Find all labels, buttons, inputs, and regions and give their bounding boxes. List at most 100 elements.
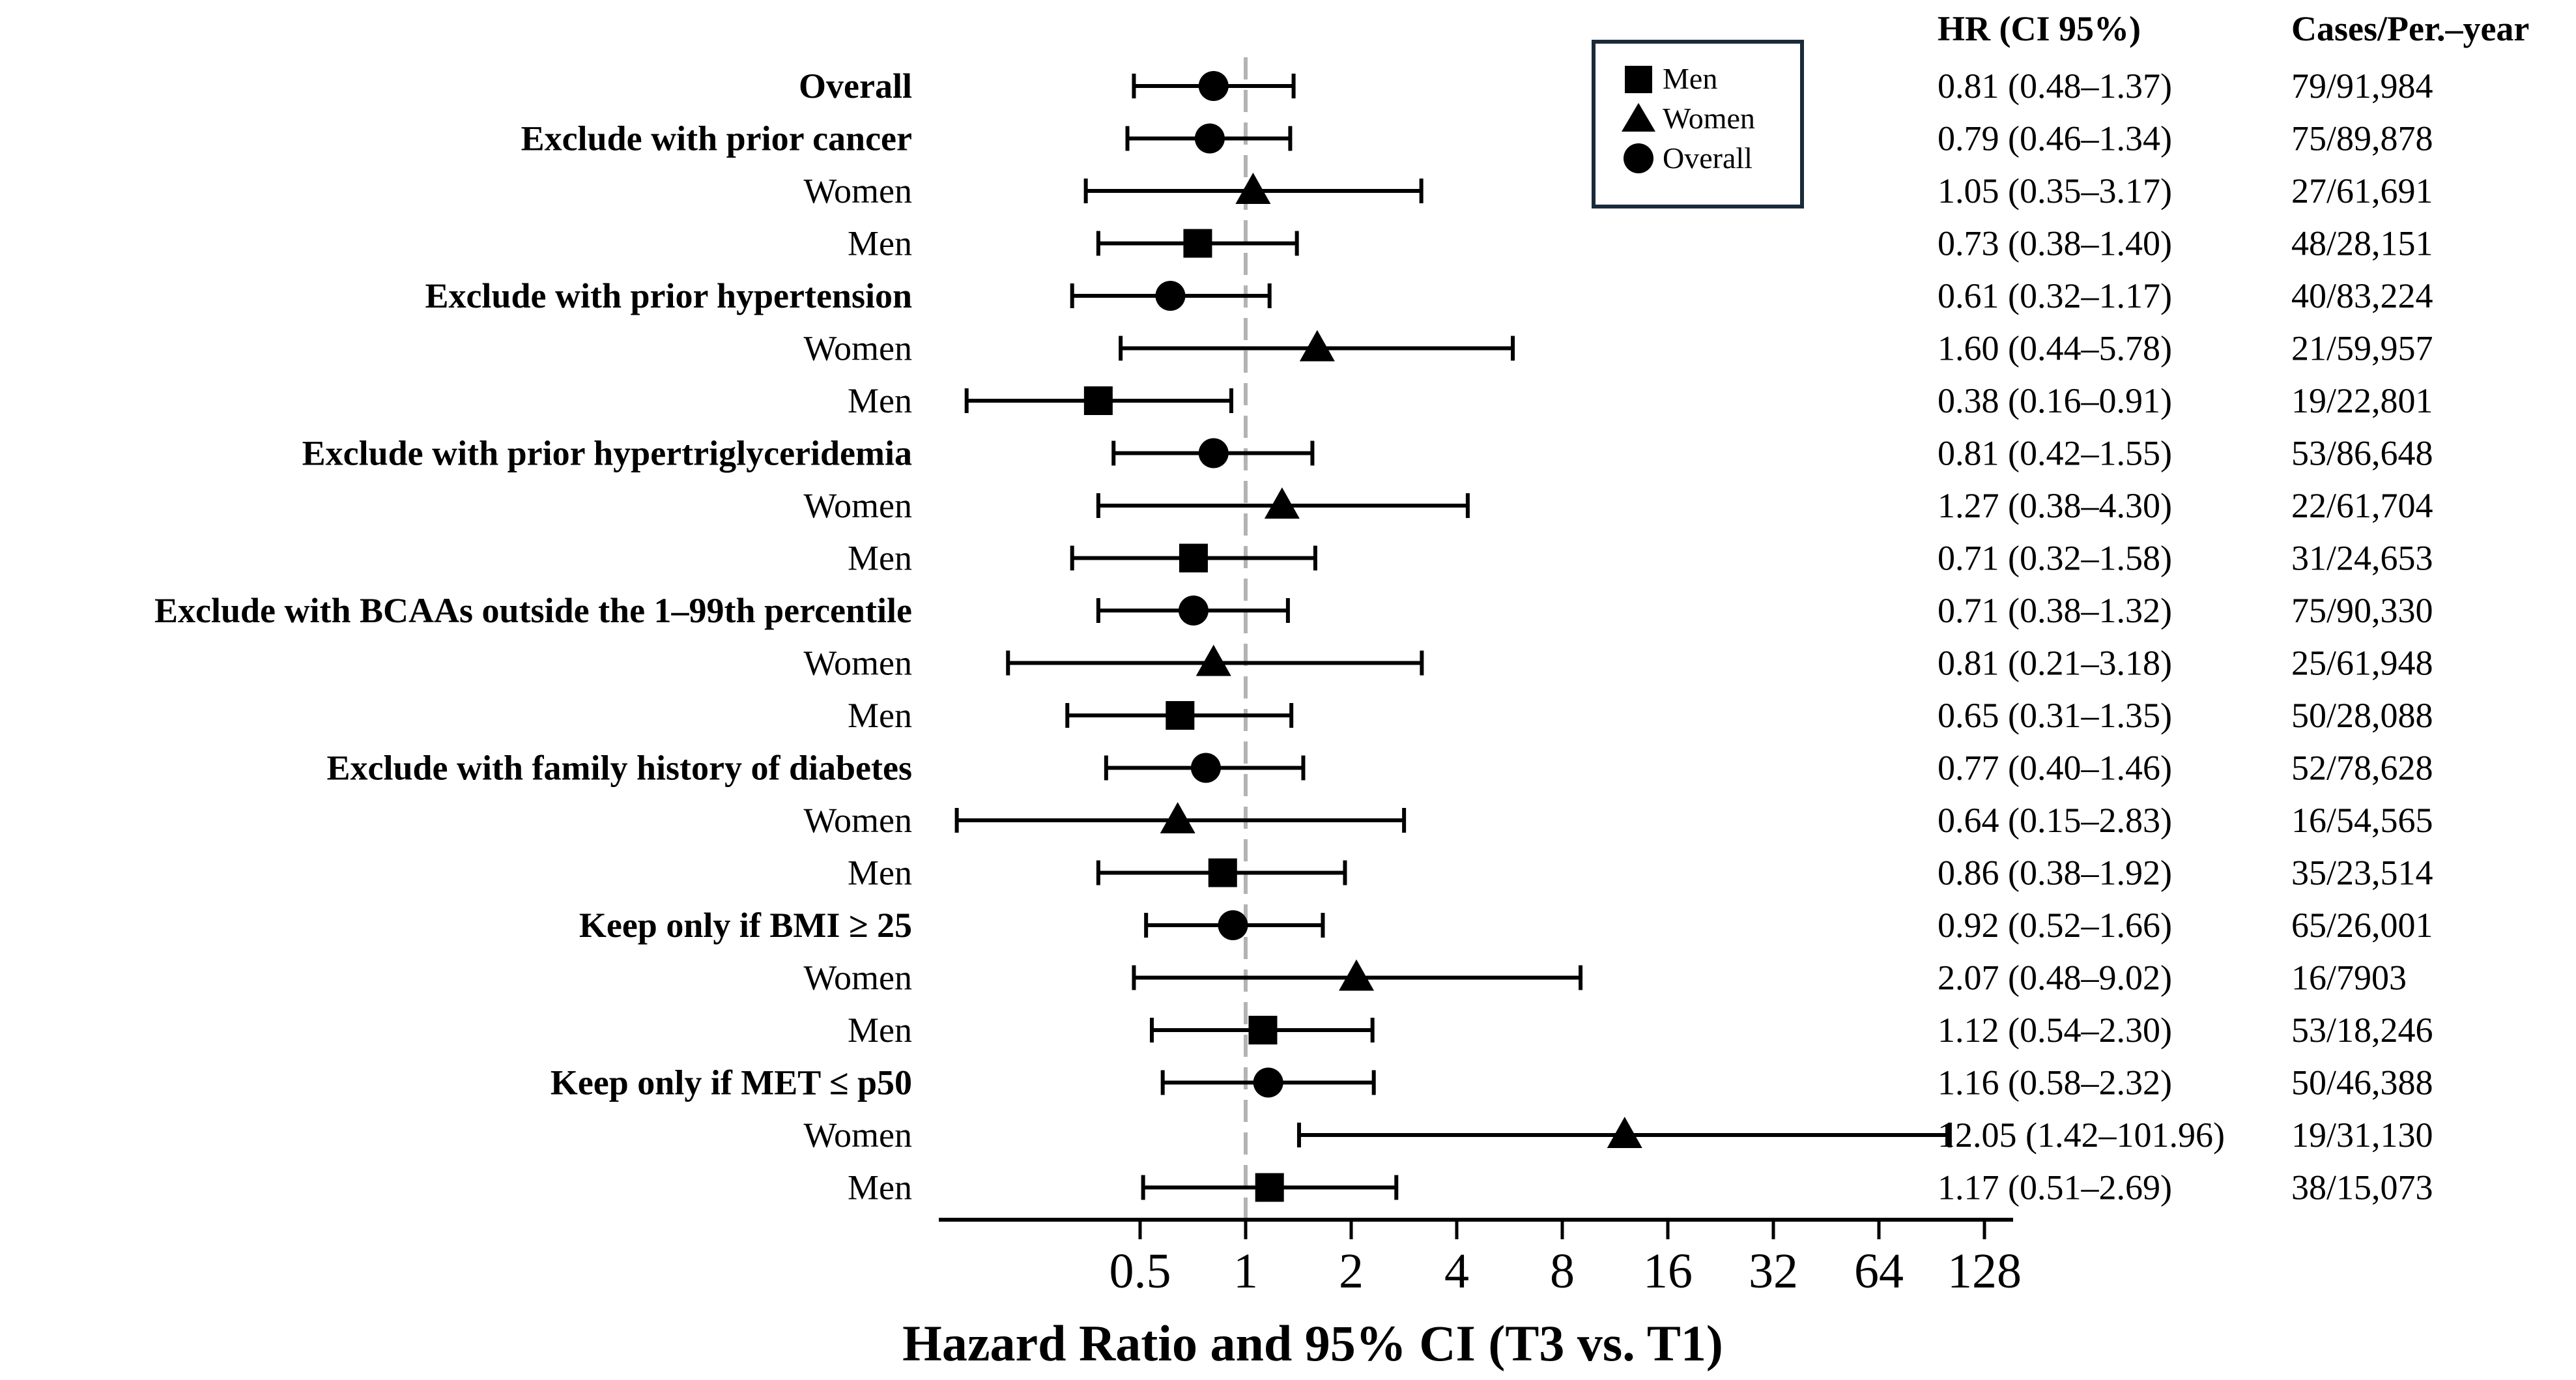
x-tick-label: 1: [1233, 1244, 1258, 1299]
hr-marker-circle: [1253, 1067, 1283, 1098]
row-label: Men: [848, 539, 912, 578]
cases-value: 75/90,330: [2291, 591, 2433, 630]
hr-marker-circle: [1178, 596, 1209, 625]
hr-ci-value: 0.79 (0.46–1.34): [1938, 119, 2172, 158]
cases-value: 22/61,704: [2291, 486, 2433, 525]
forest-row: Women 1.27 (0.38–4.30) 22/61,704: [803, 486, 2433, 525]
cases-value: 48/28,151: [2291, 224, 2433, 263]
x-tick-label: 64: [1854, 1244, 1904, 1299]
x-tick-label: 32: [1749, 1244, 1798, 1299]
forest-rows: Overall 0.81 (0.48–1.37) 79/91,984 Exclude …: [154, 66, 2433, 1207]
hr-ci-value: 0.71 (0.38–1.32): [1938, 591, 2172, 630]
hr-ci-value: 0.71 (0.32–1.58): [1938, 539, 2172, 578]
hr-ci-value: 0.77 (0.40–1.46): [1938, 749, 2172, 788]
forest-row: Women 0.81 (0.21–3.18) 25/61,948: [803, 644, 2433, 683]
forest-row: Men 0.73 (0.38–1.40) 48/28,151: [848, 224, 2433, 263]
row-label: Exclude with prior cancer: [521, 119, 912, 158]
forest-row: Women 0.64 (0.15–2.83) 16/54,565: [803, 801, 2433, 840]
forest-row: Keep only if BMI ≥ 25 0.92 (0.52–1.66) 65/…: [579, 906, 2433, 945]
hr-ci-value: 1.16 (0.58–2.32): [1938, 1063, 2172, 1102]
cases-value: 65/26,001: [2291, 906, 2433, 945]
forest-row: Exclude with BCAAs outside the 1–99th pe…: [154, 591, 2433, 630]
cases-value: 75/89,878: [2291, 119, 2433, 158]
hr-ci-value: 0.81 (0.42–1.55): [1938, 434, 2172, 473]
hr-marker-triangle: [1339, 959, 1375, 991]
hr-ci-value: 1.05 (0.35–3.17): [1938, 171, 2172, 210]
cases-value: 35/23,514: [2291, 854, 2433, 893]
legend-square-marker: [1625, 66, 1652, 93]
cases-value: 31/24,653: [2291, 539, 2433, 578]
x-tick-label: 2: [1339, 1244, 1364, 1299]
hr-marker-circle: [1155, 281, 1186, 311]
cases-value: 52/78,628: [2291, 749, 2433, 788]
hr-marker-square: [1248, 1016, 1278, 1044]
x-tick-label: 0.5: [1109, 1244, 1171, 1299]
cases-value: 50/28,088: [2291, 696, 2433, 735]
hr-ci-value: 0.38 (0.16–0.91): [1938, 381, 2172, 420]
cases-value: 21/59,957: [2291, 329, 2433, 368]
row-label: Exclude with family history of diabetes: [327, 749, 913, 788]
hr-marker-triangle: [1235, 173, 1271, 204]
hr-marker-triangle: [1607, 1117, 1642, 1148]
hr-ci-value: 0.64 (0.15–2.83): [1938, 801, 2172, 840]
cases-value: 50/46,388: [2291, 1063, 2433, 1102]
hr-marker-circle: [1190, 753, 1221, 783]
row-label: Women: [803, 171, 912, 210]
legend-label-overall: Overall: [1663, 141, 1753, 175]
hr-ci-value: 0.92 (0.52–1.66): [1938, 906, 2172, 945]
forest-row: Exclude with family history of diabetes 0…: [327, 749, 2433, 788]
hr-ci-value: 0.65 (0.31–1.35): [1938, 696, 2172, 735]
cases-value: 53/18,246: [2291, 1011, 2433, 1050]
x-tick-label: 128: [1947, 1244, 2022, 1299]
cases-value: 16/54,565: [2291, 801, 2433, 840]
x-axis-label: Hazard Ratio and 95% CI (T3 vs. T1): [902, 1315, 1723, 1372]
legend-label-women: Women: [1663, 102, 1755, 135]
cases-column-header: Cases/Per.–year: [2291, 9, 2529, 48]
row-label: Keep only if BMI ≥ 25: [579, 906, 912, 945]
hr-marker-triangle: [1264, 487, 1300, 519]
hr-ci-value: 1.12 (0.54–2.30): [1938, 1011, 2172, 1050]
forest-row: Men 0.65 (0.31–1.35) 50/28,088: [848, 696, 2433, 735]
cases-value: 79/91,984: [2291, 66, 2433, 106]
forest-row: Men 1.17 (0.51–2.69) 38/15,073: [848, 1168, 2433, 1207]
row-label: Women: [803, 801, 912, 840]
forest-row: Men 1.12 (0.54–2.30) 53/18,246: [848, 1011, 2433, 1050]
row-label: Women: [803, 958, 912, 998]
forest-row: Men 0.71 (0.32–1.58) 31/24,653: [848, 539, 2433, 578]
forest-row: Women 1.60 (0.44–5.78) 21/59,957: [803, 329, 2433, 368]
forest-row: Women 1.05 (0.35–3.17) 27/61,691: [803, 171, 2433, 210]
row-label: Exclude with BCAAs outside the 1–99th pe…: [154, 591, 912, 630]
forest-row: Keep only if MET ≤ p50 1.16 (0.58–2.32) 50…: [551, 1063, 2433, 1102]
row-label: Overall: [799, 66, 912, 106]
hr-marker-square: [1166, 701, 1195, 730]
row-label: Women: [803, 329, 912, 368]
hr-marker-triangle: [1299, 330, 1335, 362]
hr-ci-value: 1.60 (0.44–5.78): [1938, 329, 2172, 368]
hr-column-header: HR (CI 95%): [1938, 9, 2141, 48]
cases-value: 25/61,948: [2291, 644, 2433, 683]
cases-value: 40/83,224: [2291, 276, 2433, 315]
hr-marker-circle: [1218, 910, 1248, 940]
row-label: Keep only if MET ≤ p50: [551, 1063, 912, 1102]
row-label: Men: [848, 381, 912, 420]
hr-ci-value: 0.86 (0.38–1.92): [1938, 854, 2172, 893]
legend: Men Women Overall: [1592, 40, 1804, 208]
hr-ci-value: 2.07 (0.48–9.02): [1938, 958, 2172, 998]
hr-marker-triangle: [1195, 644, 1231, 676]
x-tick-label: 4: [1444, 1244, 1469, 1299]
forest-row: Exclude with prior hypertriglyceridemia 0…: [302, 434, 2433, 473]
hr-marker-square: [1083, 386, 1113, 415]
legend-circle-marker: [1624, 143, 1653, 173]
cases-value: 38/15,073: [2291, 1168, 2433, 1207]
hr-ci-value: 0.61 (0.32–1.17): [1938, 276, 2172, 315]
hr-ci-value: 12.05 (1.42–101.96): [1938, 1115, 2225, 1155]
row-label: Men: [848, 696, 912, 735]
hr-ci-value: 1.17 (0.51–2.69): [1938, 1168, 2172, 1207]
row-label: Exclude with prior hypertriglyceridemia: [302, 434, 912, 473]
cases-value: 19/31,130: [2291, 1115, 2433, 1155]
row-label: Men: [848, 224, 912, 263]
hr-ci-value: 0.73 (0.38–1.40): [1938, 224, 2172, 263]
x-axis-ticks: 0.5 1 2 4 8 16 32 64 128: [1109, 1220, 2022, 1299]
